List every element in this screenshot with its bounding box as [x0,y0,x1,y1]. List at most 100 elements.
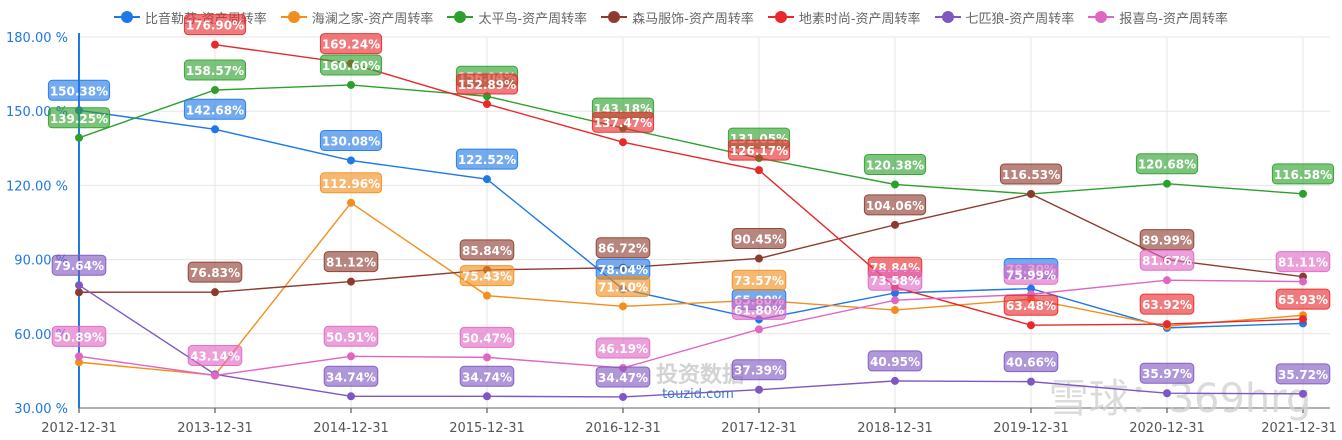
data-point[interactable] [1299,277,1307,286]
data-point[interactable] [347,277,355,286]
data-label: 116.58% [1271,163,1335,185]
data-point[interactable] [347,198,355,207]
legend-marker-icon [447,11,474,23]
data-label: 50.89% [51,325,107,347]
data-point[interactable] [211,371,219,380]
data-point[interactable] [1027,321,1035,330]
svg-text:176.90%: 176.90% [186,19,244,33]
data-point[interactable] [75,288,83,297]
data-point[interactable] [211,40,219,49]
svg-text:120.68%: 120.68% [1138,158,1196,172]
svg-text:73.57%: 73.57% [734,274,784,288]
data-point[interactable] [891,306,899,315]
data-point[interactable] [755,385,763,394]
data-point[interactable] [619,392,627,401]
svg-text:75.99%: 75.99% [1006,268,1056,282]
y-tick-label: 180.00 % [6,31,68,46]
data-label: 79.64% [51,254,107,276]
data-point[interactable] [347,80,355,89]
data-label: 37.39% [731,359,787,381]
svg-text:104.06%: 104.06% [866,199,924,213]
x-tick-label: 2021-12-31 [1261,421,1337,436]
data-point[interactable] [891,296,899,305]
series-line [75,189,1307,297]
svg-text:75.43%: 75.43% [462,270,512,284]
data-point[interactable] [619,138,627,147]
data-point[interactable] [1163,276,1171,285]
data-point[interactable] [1163,320,1171,329]
data-label: 34.74% [459,365,515,387]
data-point[interactable] [619,302,627,311]
x-tick-label: 2012-12-31 [41,421,117,436]
data-point[interactable] [483,100,491,109]
data-point[interactable] [1027,377,1035,386]
data-point[interactable] [483,291,491,300]
data-point[interactable] [1299,189,1307,198]
data-point[interactable] [755,166,763,175]
data-point[interactable] [483,175,491,184]
data-label: 90.45% [731,227,787,249]
data-point[interactable] [891,180,899,189]
svg-text:40.66%: 40.66% [1006,356,1056,370]
data-point[interactable] [1299,315,1307,324]
data-label: 63.48% [1003,294,1059,316]
data-point[interactable] [1163,179,1171,188]
data-point[interactable] [1299,389,1307,398]
data-label: 150.38% [47,79,111,101]
legend-item-qipilang[interactable]: 七匹狼-资产周转率 [934,8,1075,27]
legend-marker-icon [114,11,141,23]
x-tick-label: 2016-12-31 [585,421,661,436]
data-point[interactable] [891,220,899,229]
svg-text:71.10%: 71.10% [598,280,648,294]
data-label: 71.10% [595,275,651,297]
watermark-text: 投资数据 [656,362,744,388]
svg-text:35.72%: 35.72% [1278,368,1328,382]
data-point[interactable] [347,156,355,165]
data-point[interactable] [1163,389,1171,398]
data-label: 50.91% [323,325,379,347]
data-point[interactable] [75,281,83,290]
legend-marker-icon [767,11,794,23]
data-point[interactable] [347,392,355,401]
legend-item-hailanzhijia[interactable]: 海澜之家-资产周转率 [280,8,434,27]
data-label: 158.57% [183,59,247,81]
series-line [75,106,1307,332]
legend-marker-icon [280,11,307,23]
data-point[interactable] [891,376,899,385]
data-label: 43.14% [187,345,243,367]
data-point[interactable] [483,353,491,362]
legend-item-disu[interactable]: 地素时尚-资产周转率 [767,8,921,27]
data-point[interactable] [347,352,355,361]
data-label: 152.89% [455,73,519,95]
data-label: 130.08% [319,129,383,151]
data-label: 120.38% [863,153,927,175]
data-point[interactable] [211,86,219,95]
data-point[interactable] [755,325,763,334]
legend-item-taipingniao[interactable]: 太平鸟-资产周转率 [447,8,587,27]
data-point[interactable] [75,352,83,361]
data-point[interactable] [755,254,763,263]
legend-marker-icon [1088,11,1115,23]
legend-label: 报喜鸟-资产周转率 [1119,11,1228,27]
data-label: 86.72% [595,237,651,259]
data-label: 85.84% [459,239,515,261]
svg-text:34.74%: 34.74% [462,370,512,384]
data-point[interactable] [75,133,83,142]
data-point[interactable] [483,392,491,401]
data-label: 50.47% [459,326,515,348]
data-point[interactable] [211,125,219,134]
svg-text:50.47%: 50.47% [462,331,512,345]
legend-item-senma[interactable]: 森马服饰-资产周转率 [601,8,754,27]
svg-text:85.84%: 85.84% [462,244,512,258]
data-point[interactable] [211,288,219,297]
data-label: 122.52% [455,148,519,170]
legend-label: 七匹狼-资产周转率 [965,11,1075,27]
legend-label: 海澜之家-资产周转率 [311,11,434,27]
legend-item-baoxiniao[interactable]: 报喜鸟-资产周转率 [1088,8,1228,27]
svg-text:34.47%: 34.47% [598,371,648,385]
data-point[interactable] [1027,189,1035,198]
svg-text:152.89%: 152.89% [458,78,516,92]
data-label: 160.60% [319,54,383,76]
legend-marker-icon [601,11,628,23]
